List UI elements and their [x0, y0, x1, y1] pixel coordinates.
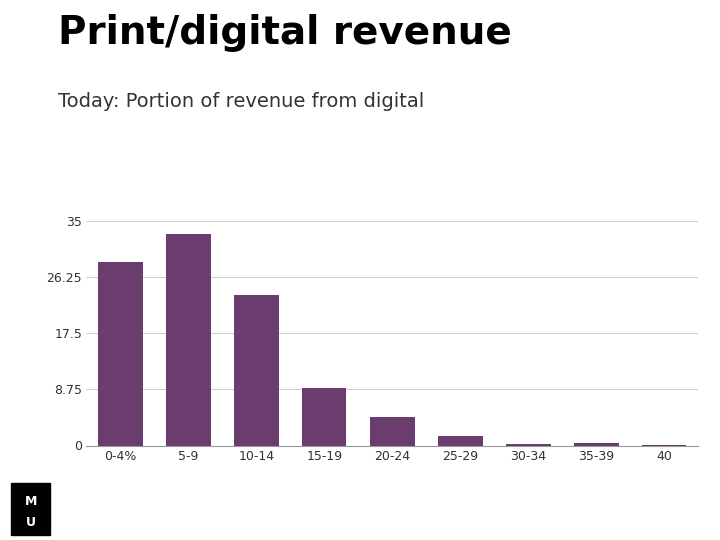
Text: Print/digital revenue: Print/digital revenue	[58, 14, 511, 51]
Bar	[438, 436, 482, 446]
Text: Missouri School of Journalism: Missouri School of Journalism	[570, 504, 713, 514]
Text: U: U	[26, 516, 35, 529]
Text: rji: rji	[338, 488, 363, 505]
Text: Today: Portion of revenue from digital: Today: Portion of revenue from digital	[58, 92, 424, 111]
Bar	[370, 416, 415, 446]
Text: reynolds journalism institute: reynolds journalism institute	[371, 522, 481, 531]
Bar	[234, 295, 279, 446]
Text: University of Missouri: University of Missouri	[61, 504, 166, 514]
Bar	[642, 445, 686, 446]
Bar	[506, 443, 551, 446]
Bar	[99, 262, 143, 446]
Bar	[166, 234, 210, 446]
Bar	[575, 443, 618, 445]
Text: M: M	[24, 495, 37, 508]
Bar	[302, 388, 346, 445]
Bar	[11, 483, 50, 535]
Text: donald w.: donald w.	[371, 508, 408, 517]
